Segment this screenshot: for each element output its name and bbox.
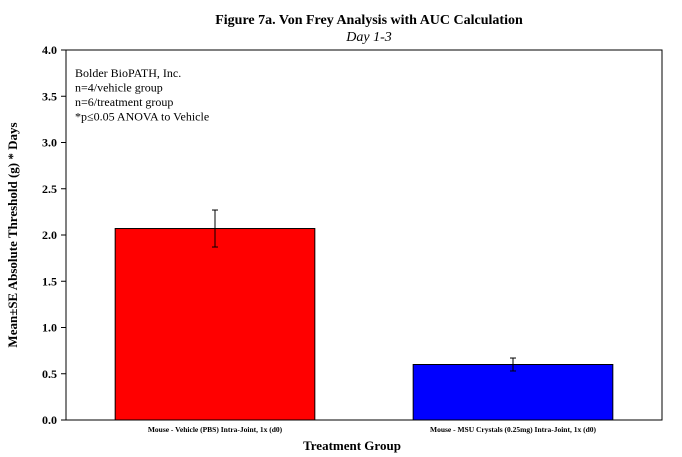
error-bar-1 [212, 209, 218, 248]
annotation-line: *p≤0.05 ANOVA to Vehicle [75, 110, 209, 124]
y-tick-label: 0.5 [42, 367, 57, 381]
y-tick-label: 2.0 [42, 228, 57, 242]
y-axis-title: Mean±SE Absolute Threshold (g) * Days [5, 122, 20, 347]
y-tick-label: 3.5 [42, 89, 57, 103]
y-tick-label: 3.0 [42, 136, 57, 150]
bars [114, 209, 614, 421]
bar-1 [114, 228, 316, 421]
y-tick-label: 4.0 [42, 43, 57, 57]
y-tick-label: 2.5 [42, 182, 57, 196]
y-tick-label: 1.5 [42, 274, 57, 288]
chart-title: Figure 7a. Von Frey Analysis with AUC Ca… [215, 13, 523, 28]
y-axis: 0.0 0.5 1.0 1.5 2.0 2.5 3.0 3.5 4.0 [42, 43, 66, 427]
x-axis: Mouse - Vehicle (PBS) Intra-Joint, 1x (d… [148, 425, 597, 434]
bar-2 [412, 364, 614, 421]
chart-subtitle: Day 1-3 [345, 30, 392, 45]
y-tick-label: 0.0 [42, 413, 57, 427]
annotation-line: n=4/vehicle group [75, 81, 163, 95]
annotation-block: Bolder BioPATH, Inc.n=4/vehicle groupn=6… [75, 66, 209, 124]
annotation-line: Bolder BioPATH, Inc. [75, 66, 181, 80]
x-category-label: Mouse - Vehicle (PBS) Intra-Joint, 1x (d… [148, 425, 283, 434]
x-axis-title: Treatment Group [303, 438, 401, 453]
annotation-line: n=6/treatment group [75, 95, 173, 109]
y-tick-label: 1.0 [42, 321, 57, 335]
x-category-label: Mouse - MSU Crystals (0.25mg) Intra-Join… [430, 425, 597, 434]
error-bar-2 [510, 357, 516, 372]
